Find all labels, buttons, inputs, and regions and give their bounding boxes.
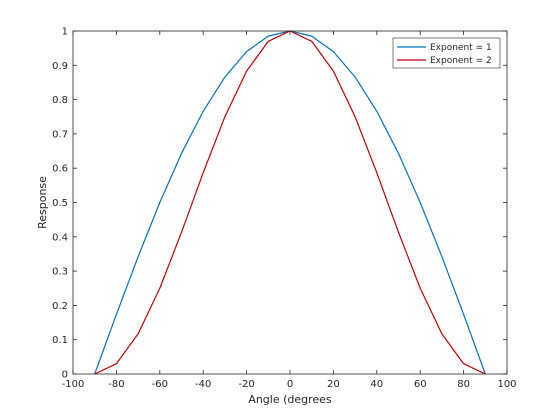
axes-layer: -100 -80 -60 -40 -20 0 20 40 60 80 100 0 0.1 0.2 0.3 0.… [52, 27, 516, 391]
plot-area [73, 31, 507, 374]
y-tick-label: 0.8 [52, 95, 68, 106]
y-tick-label: 0.1 [52, 335, 68, 346]
legend: Exponent = 1 Exponent = 2 [392, 37, 501, 69]
x-tick-label: 20 [327, 379, 340, 390]
y-tick-label: 0.6 [52, 164, 68, 175]
x-axis-label: Angle (degrees [248, 393, 332, 406]
x-tick-label: 0 [287, 379, 293, 390]
legend-box [392, 37, 501, 69]
y-tick-label: 0 [62, 370, 68, 381]
y-tick-label: 0.7 [52, 129, 68, 140]
legend-entry-2: Exponent = 2 [430, 56, 492, 66]
y-tick-label: 0.3 [52, 267, 68, 278]
x-tick-label: -80 [108, 379, 124, 390]
x-tick-label: 60 [414, 379, 427, 390]
x-tick-label: -40 [195, 379, 211, 390]
x-tick-label: 80 [457, 379, 470, 390]
x-tick-label: -60 [152, 379, 168, 390]
y-tick-label: 1 [62, 27, 68, 38]
y-tick-label: 0.5 [52, 198, 68, 209]
y-tick-label: 0.2 [52, 301, 68, 312]
x-tick-label: -100 [62, 379, 85, 390]
y-tick-label: 0.9 [52, 61, 68, 72]
y-tick-label: 0.4 [52, 232, 68, 243]
legend-entry-1: Exponent = 1 [430, 43, 492, 53]
y-axis-label: Response [36, 176, 49, 229]
x-tick-label: 100 [497, 379, 516, 390]
x-tick-label: 40 [370, 379, 383, 390]
x-tick-label: -20 [238, 379, 254, 390]
